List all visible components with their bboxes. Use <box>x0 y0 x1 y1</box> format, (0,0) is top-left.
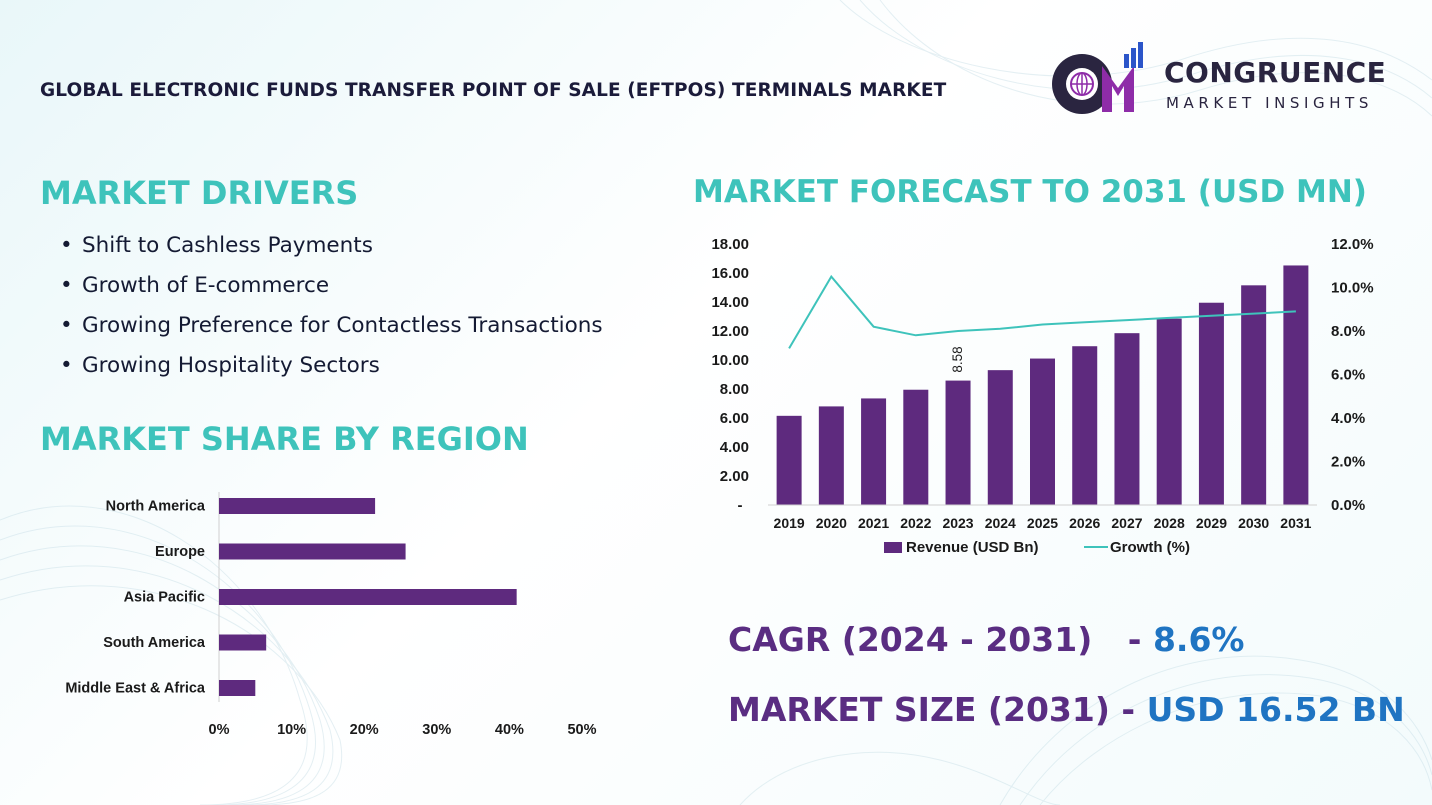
forecast-y-tick-left: 6.00 <box>720 410 749 427</box>
region-x-tick: 0% <box>209 722 230 738</box>
forecast-x-tick: 2031 <box>1280 515 1311 531</box>
forecast-x-tick: 2022 <box>900 515 931 531</box>
driver-item: • Growing Hospitality Sectors <box>60 348 603 388</box>
forecast-bar <box>1114 333 1140 505</box>
forecast-x-tick: 2024 <box>985 515 1016 531</box>
market-drivers-heading: MARKET DRIVERS <box>40 174 359 212</box>
forecast-y-tick-right: 6.0% <box>1331 367 1365 384</box>
market-drivers-list: • Shift to Cashless Payments • Growth of E… <box>60 228 603 388</box>
driver-text: Growing Preference for Contactless Trans… <box>82 313 603 338</box>
region-bar <box>219 634 267 651</box>
region-label: North America <box>106 499 206 515</box>
market-forecast-heading: MARKET FORECAST TO 2031 (USD MN) <box>693 174 1367 210</box>
bullet-icon: • <box>60 233 73 258</box>
bullet-icon: • <box>60 353 73 378</box>
forecast-bar <box>1241 285 1267 505</box>
market-forecast-chart: - 2.00 4.00 6.00 8.00 10.00 12.00 14.00 16.00 18.… <box>711 236 1374 556</box>
forecast-x-tick: 2027 <box>1111 515 1142 531</box>
forecast-y-tick-right: 12.0% <box>1331 236 1374 253</box>
forecast-y-tick-left: 18.00 <box>711 236 749 253</box>
forecast-x-tick: 2026 <box>1069 515 1100 531</box>
cagr-value: 8.6% <box>1152 620 1245 659</box>
forecast-x-tick: 2019 <box>774 515 805 531</box>
forecast-y-tick-left: 14.00 <box>711 294 749 311</box>
forecast-y-tick-right: 8.0% <box>1331 323 1365 340</box>
region-x-tick: 50% <box>567 722 596 738</box>
forecast-x-tick: 2030 <box>1238 515 1269 531</box>
brand-logo: CONGRUENCE MARKET INSIGHTS <box>1046 40 1406 120</box>
market-size-label: MARKET SIZE (2031) <box>728 690 1110 729</box>
forecast-y-tick-right: 2.0% <box>1331 454 1365 471</box>
forecast-bar <box>861 398 887 505</box>
forecast-y-tick-left: 10.00 <box>711 352 749 369</box>
forecast-x-tick: 2028 <box>1154 515 1185 531</box>
forecast-x-tick: 2021 <box>858 515 889 531</box>
forecast-y-tick-right: 10.0% <box>1331 280 1374 297</box>
market-size-separator: - <box>1109 690 1147 729</box>
forecast-bar <box>1072 346 1098 505</box>
region-label: South America <box>103 635 206 651</box>
forecast-bar <box>1198 302 1224 505</box>
brand-name: CONGRUENCE <box>1164 56 1387 89</box>
region-x-tick: 20% <box>350 722 379 738</box>
growth-line <box>788 274 1296 349</box>
forecast-bar <box>903 389 929 505</box>
region-bar <box>219 543 406 560</box>
forecast-bar <box>1283 265 1309 505</box>
legend-revenue-swatch <box>884 542 902 553</box>
market-size-kpi: MARKET SIZE (2031) - USD 16.52 BN <box>728 690 1405 729</box>
logo-mark <box>1052 42 1143 114</box>
forecast-bar <box>987 370 1013 505</box>
region-label: Asia Pacific <box>124 590 205 606</box>
page-title: GLOBAL ELECTRONIC FUNDS TRANSFER POINT O… <box>40 80 947 101</box>
legend-growth-label: Growth (%) <box>1110 539 1190 556</box>
legend-revenue-label: Revenue (USD Bn) <box>906 539 1039 556</box>
forecast-y-tick-right: 4.0% <box>1331 410 1365 427</box>
forecast-bar <box>1156 318 1182 505</box>
cagr-kpi: CAGR (2024 - 2031) - 8.6% <box>728 620 1245 659</box>
forecast-bar <box>1030 358 1055 505</box>
driver-text: Shift to Cashless Payments <box>82 233 373 258</box>
driver-text: Growth of E-commerce <box>82 273 330 298</box>
forecast-x-tick: 2023 <box>942 515 973 531</box>
forecast-x-tick: 2025 <box>1027 515 1058 531</box>
region-x-tick: 40% <box>495 722 524 738</box>
forecast-bar <box>945 380 971 505</box>
forecast-y-tick-left: 2.00 <box>720 468 749 485</box>
region-bar <box>219 498 376 514</box>
driver-text: Growing Hospitality Sectors <box>82 353 380 378</box>
brand-tagline: MARKET INSIGHTS <box>1166 94 1374 112</box>
region-bar <box>219 589 517 605</box>
region-bar <box>219 680 256 696</box>
forecast-x-tick: 2029 <box>1196 515 1227 531</box>
forecast-y-tick-left: - <box>738 497 743 514</box>
market-size-value: USD 16.52 BN <box>1146 690 1405 729</box>
driver-item: • Shift to Cashless Payments <box>60 228 603 268</box>
driver-item: • Growing Preference for Contactless Tran… <box>60 308 603 348</box>
forecast-y-tick-right: 0.0% <box>1331 497 1365 514</box>
region-share-chart: North America Europe Asia Pacific South Ame… <box>65 492 597 738</box>
bullet-icon: • <box>60 273 73 298</box>
region-label: Europe <box>155 544 205 560</box>
forecast-data-label: 8.58 <box>950 346 965 372</box>
region-x-tick: 30% <box>422 722 451 738</box>
forecast-y-tick-left: 12.00 <box>711 323 749 340</box>
forecast-bar <box>776 415 802 505</box>
driver-item: • Growth of E-commerce <box>60 268 603 308</box>
forecast-x-tick: 2020 <box>816 515 847 531</box>
forecast-y-tick-left: 4.00 <box>720 439 749 456</box>
bullet-icon: • <box>60 313 73 338</box>
region-x-tick: 10% <box>277 722 306 738</box>
forecast-bar <box>818 406 844 505</box>
region-label: Middle East & Africa <box>65 681 206 697</box>
cagr-separator: - <box>1116 620 1153 659</box>
market-share-heading: MARKET SHARE BY REGION <box>40 420 529 458</box>
cagr-label: CAGR (2024 - 2031) <box>728 620 1093 659</box>
forecast-y-tick-left: 8.00 <box>720 381 749 398</box>
forecast-y-tick-left: 16.00 <box>711 265 749 282</box>
